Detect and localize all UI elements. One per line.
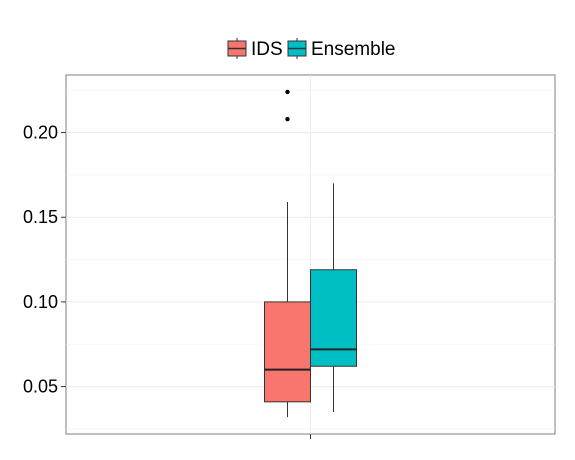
- outlier-point: [285, 89, 290, 95]
- outlier-point: [285, 116, 290, 122]
- iqr-box: [264, 301, 311, 403]
- box-ids: [264, 89, 311, 418]
- legend-label-ensemble: Ensemble: [311, 39, 396, 60]
- y-tick-label: 0.15: [23, 207, 58, 227]
- y-axis: 0.05 0.10 0.15 0.20: [23, 123, 66, 397]
- y-tick-label: 0.10: [23, 292, 58, 312]
- box-ensemble: [310, 183, 357, 412]
- gridlines: [66, 75, 555, 434]
- iqr-box: [310, 269, 357, 367]
- legend-item-ids: IDS: [227, 38, 283, 60]
- legend: IDS Ensemble: [227, 38, 396, 60]
- y-tick-label: 0.20: [23, 123, 58, 143]
- legend-item-ensemble: Ensemble: [287, 38, 396, 60]
- legend-label-ids: IDS: [251, 39, 283, 60]
- boxes: [264, 89, 357, 418]
- y-tick-label: 0.05: [23, 377, 58, 397]
